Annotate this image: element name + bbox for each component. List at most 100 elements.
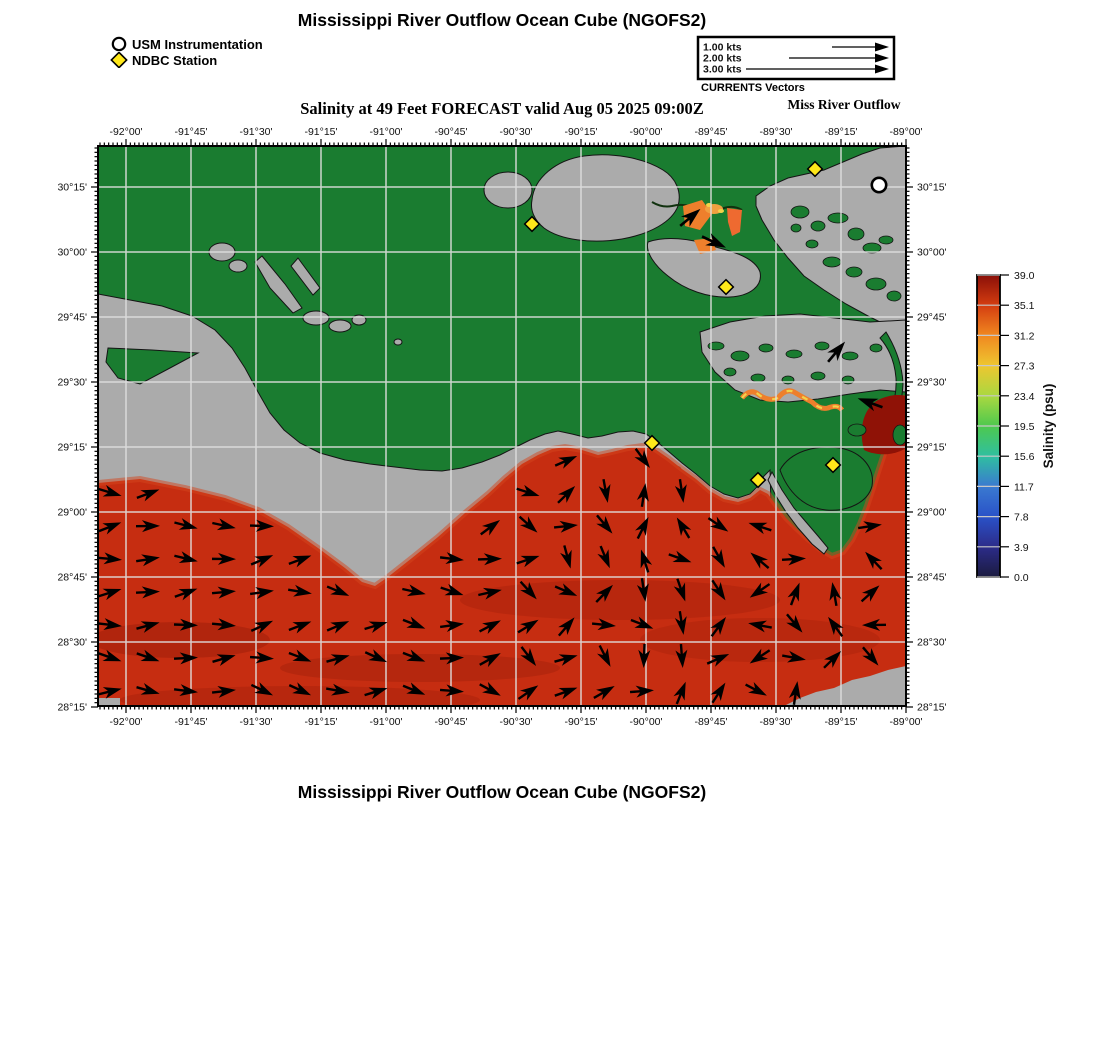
marsh-island bbox=[841, 375, 855, 385]
lon-tick-label-top: -89°30' bbox=[759, 126, 792, 138]
current-arrow bbox=[98, 687, 122, 699]
current-arrow bbox=[553, 520, 578, 533]
colorbar-tick-label: 19.5 bbox=[1014, 421, 1035, 433]
current-arrow bbox=[675, 643, 688, 668]
current-arrow bbox=[516, 555, 540, 568]
current-arrow bbox=[326, 583, 350, 596]
marsh-island bbox=[785, 349, 803, 359]
current-arrow bbox=[136, 621, 160, 633]
lon-tick-label-bottom: -89°45' bbox=[694, 716, 727, 728]
lake-gray bbox=[328, 319, 352, 333]
lon-tick-label-bottom: -91°45' bbox=[174, 716, 207, 728]
current-arrow bbox=[786, 613, 803, 633]
marsh-island bbox=[865, 277, 887, 291]
lon-tick-label-top: -90°45' bbox=[434, 126, 467, 138]
current-arrow bbox=[862, 646, 879, 666]
current-arrow bbox=[98, 649, 122, 662]
lon-tick-label-top: -91°30' bbox=[239, 126, 272, 138]
current-arrow bbox=[364, 649, 388, 663]
gulf-edge-plume bbox=[98, 394, 906, 590]
colorbar-tick-label: 35.1 bbox=[1014, 300, 1035, 312]
current-arrow bbox=[135, 520, 160, 533]
current-arrow bbox=[212, 654, 236, 666]
current-arrow bbox=[288, 621, 312, 634]
marsh-island bbox=[723, 367, 737, 377]
current-arrow bbox=[173, 652, 198, 665]
current-arrow bbox=[640, 549, 653, 573]
marsh-island bbox=[869, 343, 883, 353]
scale-arrow-head bbox=[875, 53, 889, 63]
current-arrow bbox=[98, 618, 122, 631]
graticule bbox=[98, 146, 906, 706]
current-arrow bbox=[857, 521, 882, 534]
marsh-island bbox=[892, 424, 906, 446]
marsh-island bbox=[781, 375, 795, 385]
lat-tick-label-right: 29°15' bbox=[917, 442, 947, 454]
current-arrow bbox=[249, 651, 274, 664]
current-arrow bbox=[249, 519, 274, 532]
marsh-island bbox=[707, 341, 725, 351]
current-arrow bbox=[364, 687, 388, 700]
lon-tick-label-bottom: -90°15' bbox=[564, 716, 597, 728]
current-arrow bbox=[479, 681, 501, 696]
marsh-island bbox=[814, 341, 830, 351]
current-arrow bbox=[520, 646, 537, 666]
lon-tick-label-bottom: -90°45' bbox=[434, 716, 467, 728]
marsh-island bbox=[886, 290, 902, 302]
current-arrow bbox=[554, 654, 578, 666]
diamond-marker-icon bbox=[110, 52, 128, 68]
current-arrow bbox=[638, 643, 651, 668]
lat-tick-label-left: 30°15' bbox=[57, 182, 87, 194]
current-arrow bbox=[710, 682, 726, 704]
current-arrow bbox=[173, 684, 198, 697]
current-arrow bbox=[710, 579, 726, 601]
lon-tick-label-top: -91°00' bbox=[369, 126, 402, 138]
marsh-island bbox=[750, 373, 766, 383]
map-frame bbox=[97, 145, 907, 707]
current-arrow bbox=[862, 618, 887, 631]
current-arrow bbox=[829, 582, 842, 606]
current-arrow bbox=[636, 483, 649, 508]
current-arrow bbox=[211, 685, 236, 698]
colorbar-tick-label: 3.9 bbox=[1014, 542, 1029, 554]
ndbc-station-marker bbox=[523, 215, 541, 233]
current-arrow bbox=[98, 484, 122, 497]
marsh-island bbox=[790, 223, 802, 233]
axis-ticks bbox=[91, 139, 913, 713]
current-arrow bbox=[211, 586, 236, 599]
current-arrow bbox=[557, 485, 576, 504]
current-arrow bbox=[288, 682, 312, 696]
current-arrow bbox=[288, 649, 312, 662]
colorbar-tick-label: 39.0 bbox=[1014, 270, 1035, 282]
current-arrow bbox=[595, 584, 613, 603]
bottom-title: Mississippi River Outflow Ocean Cube (NG… bbox=[297, 782, 707, 802]
river-current-arrow bbox=[857, 398, 883, 412]
region-label: Miss River Outflow bbox=[787, 97, 901, 112]
current-arrow bbox=[748, 522, 772, 535]
current-arrow bbox=[749, 648, 771, 664]
lat-tick-label-left: 29°45' bbox=[57, 312, 87, 324]
current-arrow bbox=[478, 587, 502, 600]
page-title: Mississippi River Outflow Ocean Cube (NG… bbox=[297, 10, 707, 30]
current-arrow bbox=[828, 616, 844, 638]
lat-tick-label-left: 29°00' bbox=[57, 507, 87, 519]
current-arrow bbox=[516, 484, 540, 497]
lon-tick-label-top: -89°00' bbox=[889, 126, 922, 138]
bay-green-wedge bbox=[105, 347, 200, 385]
current-arrow bbox=[560, 545, 572, 569]
marsh-island bbox=[810, 371, 826, 381]
ndbc-station-marker bbox=[806, 160, 824, 178]
lower-river-channel-highlights bbox=[741, 389, 843, 411]
current-arrow bbox=[174, 518, 198, 530]
current-arrow bbox=[402, 616, 426, 629]
current-arrow bbox=[710, 546, 725, 568]
current-arrow bbox=[598, 479, 611, 503]
current-arrow bbox=[250, 555, 274, 568]
lon-tick-label-top: -90°15' bbox=[564, 126, 597, 138]
lake-sliver bbox=[254, 255, 303, 314]
marsh-island bbox=[805, 239, 819, 249]
current-arrow bbox=[98, 552, 122, 565]
current-arrow bbox=[288, 555, 312, 568]
ndbc-station-marker bbox=[643, 434, 661, 452]
river-current-arrow bbox=[679, 208, 701, 227]
